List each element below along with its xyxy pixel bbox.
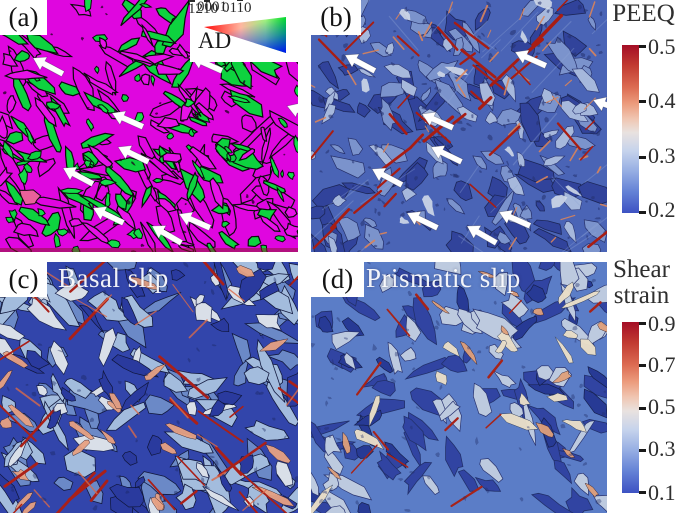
- peeq-tick-label: 0.4: [648, 87, 676, 113]
- panel-d-prismatic-slip-map: [311, 262, 607, 513]
- peeq-tick: [639, 45, 646, 48]
- shear-tick: [639, 364, 646, 367]
- ipf-triangle-icon: [204, 17, 286, 53]
- peeq-tick: [639, 156, 646, 159]
- ipf-corner-1210: 1210: [188, 1, 218, 17]
- shear-tick-label: 0.9: [648, 310, 676, 336]
- prismatic-slip-texture: [311, 262, 607, 513]
- shear-colorbar: [622, 322, 639, 493]
- peeq-map-texture: [311, 0, 607, 252]
- basal-slip-texture: [0, 262, 298, 513]
- peeq-colorbar: [622, 45, 639, 213]
- shear-tick: [639, 322, 646, 325]
- peeq-colorbar-title: PEEQ: [612, 0, 675, 27]
- panel-c-basal-slip-map: [0, 262, 298, 513]
- peeq-tick-label: 0.5: [648, 33, 676, 59]
- ipf-color-key: 0001 1210 0110 AD: [188, 0, 298, 62]
- shear-tick-label: 0.7: [648, 351, 676, 377]
- peeq-tick-label: 0.3: [648, 142, 676, 168]
- panel-label-c: (c): [0, 262, 47, 297]
- panel-label-b: (b): [311, 0, 361, 35]
- peeq-tick: [639, 211, 646, 214]
- shear-tick: [639, 449, 646, 452]
- shear-colorbar-title-line2: strain: [613, 282, 670, 309]
- panel-label-a: (a): [0, 0, 47, 35]
- shear-tick: [639, 491, 646, 494]
- ipf-corner-0110: 0110: [222, 0, 252, 16]
- basal-slip-title: Basal slip: [58, 263, 169, 293]
- shear-tick-label: 0.1: [648, 479, 676, 505]
- shear-tick-label: 0.5: [648, 393, 676, 419]
- peeq-tick: [639, 100, 646, 103]
- panel-label-d: (d): [311, 262, 364, 297]
- shear-tick: [639, 407, 646, 410]
- panel-b-peeq-map: [311, 0, 607, 252]
- peeq-tick-label: 0.2: [648, 196, 676, 222]
- shear-tick-label: 0.3: [648, 435, 676, 461]
- shear-colorbar-title-line1: Shear: [613, 256, 670, 283]
- prismatic-slip-title: Prismatic slip: [366, 263, 521, 293]
